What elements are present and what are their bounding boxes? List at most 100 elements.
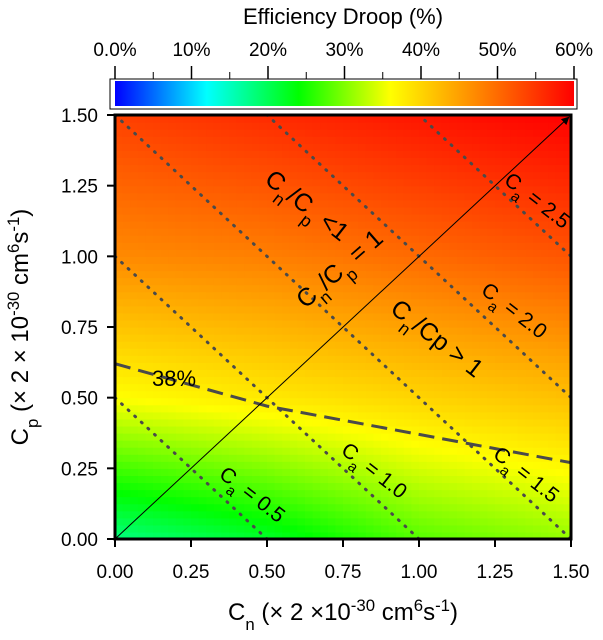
heatmap-cell	[305, 192, 314, 201]
heatmap-cell	[502, 517, 511, 526]
heatmap-cell	[525, 524, 534, 533]
heatmap-cell	[267, 433, 276, 441]
heatmap-cell	[464, 461, 473, 469]
heatmap-cell	[335, 454, 344, 462]
heatmap-cell	[403, 531, 412, 539]
heatmap-cell	[168, 178, 177, 187]
heatmap-cell	[327, 305, 336, 314]
heatmap-cell	[305, 235, 314, 243]
heatmap-cell	[175, 376, 184, 385]
heatmap-cell	[229, 136, 238, 144]
heatmap-cell	[472, 489, 481, 498]
heatmap-cell	[388, 348, 397, 356]
heatmap-cell	[282, 461, 291, 469]
heatmap-cell	[327, 242, 336, 250]
heatmap-cell	[145, 383, 154, 392]
heatmap-cell	[115, 129, 124, 137]
heatmap-cell	[198, 334, 207, 342]
heatmap-cell	[244, 341, 253, 349]
heatmap-cell	[221, 249, 230, 257]
heatmap-cell	[403, 277, 412, 286]
heatmap-cell	[145, 136, 154, 144]
heatmap-cell	[122, 369, 131, 378]
heatmap-cell	[183, 122, 192, 130]
heatmap-cell	[495, 397, 504, 406]
heatmap-cell	[419, 531, 428, 539]
heatmap-cell	[198, 284, 207, 293]
heatmap-cell	[419, 199, 428, 208]
heatmap-cell	[365, 362, 374, 370]
heatmap-cell	[502, 327, 511, 335]
heatmap-cell	[502, 468, 511, 476]
heatmap-cell	[191, 319, 200, 328]
heatmap-cell	[464, 242, 473, 250]
heatmap-cell	[130, 277, 139, 286]
heatmap-cell	[381, 454, 390, 462]
heatmap-cell	[206, 228, 215, 236]
heatmap-cell	[115, 228, 124, 236]
heatmap-cell	[289, 129, 298, 137]
heatmap-cell	[259, 312, 268, 321]
heatmap-cell	[517, 199, 526, 208]
heatmap-cell	[175, 185, 184, 194]
heatmap-cell	[191, 228, 200, 236]
heatmap-cell	[122, 517, 131, 526]
heatmap-cell	[533, 213, 542, 222]
heatmap-cell	[502, 475, 511, 484]
heatmap-cell	[327, 150, 336, 158]
heatmap-cell	[305, 440, 314, 448]
heatmap-cell	[198, 171, 207, 180]
heatmap-cell	[267, 510, 276, 519]
heatmap-cell	[411, 404, 420, 413]
heatmap-cell	[563, 150, 571, 158]
heatmap-cell	[358, 122, 367, 130]
heatmap-cell	[487, 447, 496, 455]
heatmap-cell	[175, 235, 184, 243]
heatmap-cell	[206, 178, 215, 187]
heatmap-cell	[115, 327, 124, 335]
heatmap-cell	[229, 489, 238, 498]
x-tick-label: 0.00	[97, 562, 134, 583]
heatmap-cell	[289, 411, 298, 420]
heatmap-cell	[563, 221, 571, 229]
heatmap-cell	[289, 185, 298, 194]
heatmap-cell	[312, 305, 321, 314]
heatmap-cell	[175, 468, 184, 476]
heatmap-cell	[449, 440, 458, 448]
heatmap-cell	[320, 171, 329, 180]
heatmap-cell	[168, 461, 177, 469]
heatmap-cell	[510, 178, 519, 187]
heatmap-cell	[160, 341, 169, 349]
heatmap-cell	[472, 143, 481, 151]
heatmap-cell	[365, 277, 374, 286]
heatmap-cell	[259, 143, 268, 151]
heatmap-cell	[183, 531, 192, 539]
heatmap-cell	[236, 143, 245, 151]
heatmap-cell	[198, 369, 207, 378]
heatmap-cell	[517, 213, 526, 222]
heatmap-cell	[343, 298, 352, 307]
heatmap-cell	[327, 143, 336, 151]
heatmap-cell	[434, 178, 443, 187]
heatmap-cell	[441, 531, 450, 539]
heatmap-cell	[191, 221, 200, 229]
heatmap-cell	[145, 164, 154, 173]
plot-overlays	[115, 115, 571, 539]
heatmap-cell	[373, 129, 382, 137]
heatmap-cell	[525, 129, 534, 137]
heatmap-cell	[388, 376, 397, 385]
heatmap-cell	[517, 475, 526, 484]
heatmap-cell	[548, 150, 557, 158]
heatmap-cell	[419, 221, 428, 229]
heatmap-cell	[267, 249, 276, 257]
heatmap-cell	[115, 206, 124, 215]
heatmap-cell	[335, 433, 344, 441]
heatmap-cell	[358, 461, 367, 469]
heatmap-cell	[358, 235, 367, 243]
heatmap-cell	[221, 277, 230, 286]
heatmap-cell	[145, 312, 154, 321]
heatmap-cell	[327, 164, 336, 173]
heatmap-cell	[160, 510, 169, 519]
heatmap-cell	[335, 228, 344, 236]
heatmap-cell	[137, 468, 146, 476]
